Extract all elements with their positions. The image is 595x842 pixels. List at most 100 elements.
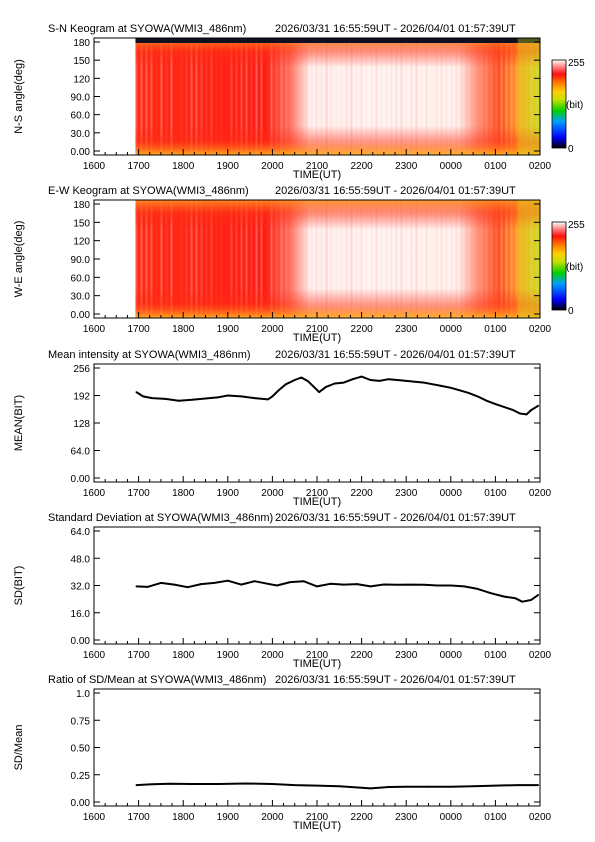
- std-deviation-data-point: [436, 584, 439, 587]
- std-deviation-tick-label: 2300: [395, 650, 418, 661]
- sn-keogram-time-range: 2026/03/31 16:55:59UT - 2026/04/01 01:57…: [275, 23, 516, 35]
- sd-mean-ratio-data-point: [387, 786, 390, 788]
- mean-intensity-xlabel: TIME(UT): [293, 496, 341, 508]
- sn-keogram-heatmap-edges: [135, 38, 540, 155]
- mean-intensity-data-point: [494, 403, 497, 405]
- std-deviation-data-point: [521, 600, 524, 603]
- mean-intensity-data-point: [396, 379, 399, 381]
- mean-intensity-ytick-label: 0.00: [71, 474, 91, 485]
- std-deviation-data-point: [253, 580, 256, 583]
- sn-keogram-ytick-label: 90.0: [71, 93, 91, 104]
- sd-mean-ratio-frame: [93, 688, 541, 807]
- mean-intensity-tick-label: 2300: [395, 488, 418, 499]
- std-deviation-data-point: [537, 594, 540, 596]
- sn-keogram-ytick-label: 30.0: [71, 129, 91, 140]
- std-deviation-data-point: [226, 579, 229, 582]
- sd-mean-ratio-title: Ratio of SD/Mean at SYOWA(WMI3_486nm): [48, 674, 266, 686]
- mean-intensity-data-point: [300, 376, 303, 379]
- sd-mean-ratio-tick-label: 2100: [306, 812, 329, 823]
- mean-intensity-series-line: [135, 375, 539, 416]
- mean-intensity-data-point: [325, 386, 327, 388]
- sd-mean-ratio-data-point: [218, 783, 220, 785]
- mean-intensity-tick-label: 2100: [306, 488, 329, 499]
- sd-mean-ratio-ytick-label: 0.50: [71, 744, 91, 755]
- std-deviation-data-point: [503, 595, 506, 598]
- ew-keogram-xlabel: TIME(UT): [293, 332, 341, 344]
- mean-intensity-data-point: [405, 380, 408, 382]
- mean-intensity-data-point: [135, 391, 138, 393]
- sd-mean-ratio-data-point: [168, 782, 171, 785]
- mean-intensity-tick-label: 0000: [440, 488, 463, 499]
- mean-intensity-data-point: [458, 389, 461, 392]
- mean-intensity-data-point: [351, 378, 354, 381]
- mean-intensity-ytick-label: 256: [73, 364, 90, 375]
- std-deviation-data-point: [302, 580, 305, 583]
- ew-keogram-tick-label: 2000: [261, 324, 284, 335]
- sd-mean-ratio-data-point: [449, 785, 452, 788]
- sd-mean-ratio-data-point: [151, 783, 153, 786]
- mean-intensity-data-point: [360, 375, 363, 378]
- mean-intensity-data-point: [519, 412, 521, 415]
- std-deviation-data-point: [316, 585, 318, 588]
- std-deviation-ytick-label: 64.0: [71, 527, 91, 538]
- ew-keogram-colorbar: [551, 221, 567, 311]
- ew-keogram-ytick-label: 120: [73, 237, 90, 248]
- sd-mean-ratio-data-point: [191, 783, 194, 785]
- ew-keogram-tick-label: 2200: [350, 324, 373, 335]
- ew-keogram-dawn-tint: [517, 200, 540, 318]
- sd-mean-ratio-data-point: [405, 785, 408, 788]
- mean-intensity-data-point: [191, 398, 194, 401]
- std-deviation-data-point: [423, 583, 425, 586]
- sn-keogram-colorbar: [551, 59, 567, 149]
- sn-keogram-ytick-label: 60.0: [71, 111, 91, 122]
- sd-mean-ratio-ytick-label: 0.25: [71, 771, 91, 782]
- mean-intensity-data-point: [177, 399, 180, 402]
- mean-intensity-data-point: [313, 386, 316, 389]
- sd-mean-ratio-series-line: [136, 782, 539, 790]
- sd-mean-ratio-ytick-label: 0.75: [71, 716, 91, 727]
- sd-mean-ratio-tick-label: 1700: [127, 812, 150, 823]
- mean-intensity-data-point: [432, 383, 434, 386]
- sn-keogram-colorbar-min: 0: [568, 144, 574, 155]
- ew-keogram-title: E-W Keogram at SYOWA(WMI3_486nm): [48, 185, 249, 197]
- ew-keogram-colorbar-unit: (bit): [566, 262, 583, 273]
- sn-keogram-tick-label: 1600: [83, 161, 106, 172]
- ew-keogram-tick-label: 1800: [172, 324, 195, 335]
- sd-mean-ratio-data-point: [271, 783, 274, 785]
- mean-intensity-frame: [93, 363, 541, 483]
- std-deviation-tick-label: 0000: [440, 650, 463, 661]
- sd-mean-ratio-ytick-label: 1.0: [76, 689, 90, 700]
- sd-mean-ratio-tick-label: 0000: [440, 812, 463, 823]
- sd-mean-ratio-data-point: [472, 785, 474, 788]
- sd-mean-ratio-tick-label: 1600: [83, 812, 106, 823]
- mean-intensity-data-point: [318, 391, 321, 393]
- sd-mean-ratio-data-point: [244, 782, 247, 785]
- mean-intensity-data-point: [151, 397, 153, 399]
- sd-mean-ratio-data-point: [494, 784, 497, 787]
- std-deviation-data-point: [463, 585, 466, 588]
- ew-keogram-heatmap-edges: [135, 200, 540, 318]
- mean-intensity-ylabel: MEAN(BIT): [13, 395, 25, 451]
- std-deviation-time-range: 2026/03/31 16:55:59UT - 2026/04/01 01:57…: [275, 512, 516, 524]
- std-deviation-ytick-label: 48.0: [71, 554, 91, 565]
- std-deviation-data-point: [383, 583, 385, 586]
- mean-intensity-title: Mean intensity at SYOWA(WMI3_486nm): [48, 349, 251, 361]
- std-deviation-tick-label: 1700: [127, 650, 150, 661]
- std-deviation-ylabel: SD(BIT): [13, 566, 25, 606]
- sn-keogram-horizon-band: [135, 38, 540, 43]
- mean-intensity-tick-label: 0200: [529, 488, 552, 499]
- mean-intensity-data-point: [307, 380, 309, 383]
- std-deviation-ytick-label: 32.0: [71, 582, 91, 593]
- mean-intensity-ytick-label: 64.0: [71, 447, 91, 458]
- sn-keogram-tick-label: 0000: [440, 161, 463, 172]
- std-deviation-title: Standard Deviation at SYOWA(WMI3_486nm): [48, 512, 273, 524]
- mean-intensity-data-point: [512, 409, 515, 411]
- sd-mean-ratio-tick-label: 0100: [484, 812, 507, 823]
- sd-mean-ratio-tick-label: 1900: [217, 812, 240, 823]
- mean-intensity-data-point: [284, 383, 287, 386]
- ew-keogram-tick-label: 0200: [529, 324, 552, 335]
- mean-intensity-data-point: [476, 395, 479, 398]
- sd-mean-ratio-data-point: [338, 785, 341, 788]
